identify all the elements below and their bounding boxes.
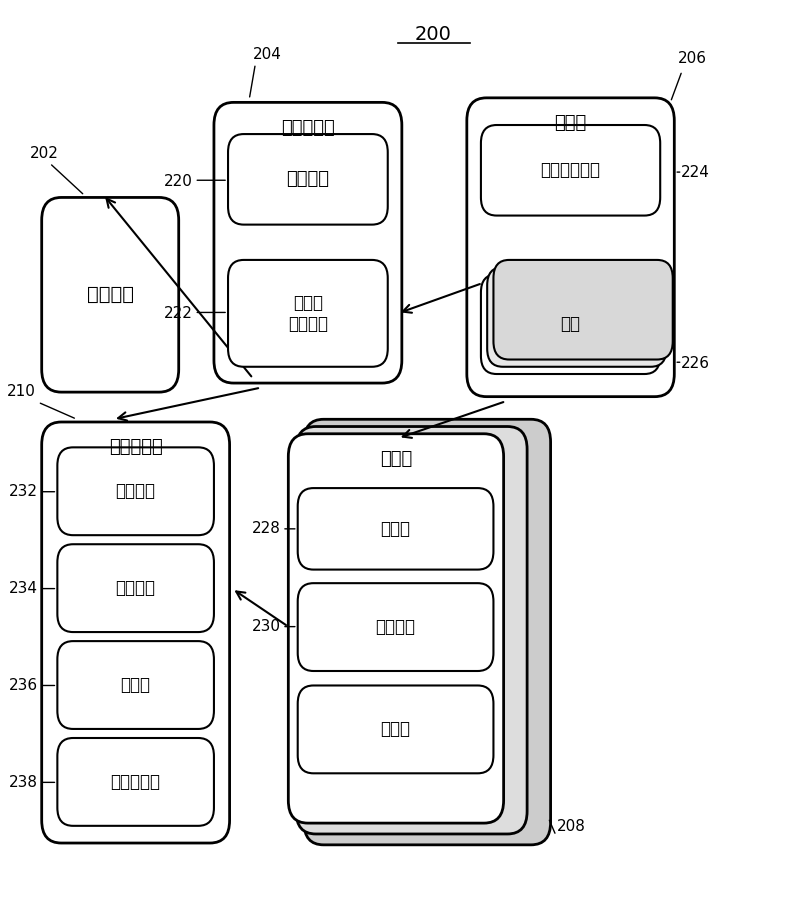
FancyBboxPatch shape <box>487 267 666 367</box>
Text: 出口点
选择模块: 出口点 选择模块 <box>288 294 328 333</box>
FancyBboxPatch shape <box>42 422 230 843</box>
FancyBboxPatch shape <box>228 260 388 367</box>
Text: 路由模块: 路由模块 <box>116 482 156 500</box>
Text: 边缘路由器: 边缘路由器 <box>109 438 162 456</box>
Text: 路由器: 路由器 <box>411 435 443 454</box>
Text: 222: 222 <box>164 306 193 321</box>
FancyBboxPatch shape <box>481 125 660 216</box>
Text: 238: 238 <box>9 775 38 790</box>
Text: 控制器设备: 控制器设备 <box>281 118 334 137</box>
Text: 232: 232 <box>9 485 38 499</box>
FancyBboxPatch shape <box>298 583 494 671</box>
Text: 206: 206 <box>678 51 707 67</box>
Text: 路由器: 路由器 <box>381 520 410 537</box>
Text: 208: 208 <box>557 819 586 834</box>
FancyBboxPatch shape <box>58 544 214 632</box>
Text: 路由器: 路由器 <box>395 443 428 461</box>
Text: 分组生成模块: 分组生成模块 <box>541 161 601 179</box>
Text: 228: 228 <box>252 521 281 537</box>
FancyBboxPatch shape <box>42 198 178 392</box>
FancyBboxPatch shape <box>467 97 674 396</box>
Text: 评估模块: 评估模块 <box>116 579 156 597</box>
Text: 路由表: 路由表 <box>121 676 150 694</box>
FancyBboxPatch shape <box>494 260 673 360</box>
Text: 路由模块: 路由模块 <box>375 618 415 636</box>
Text: 应用: 应用 <box>561 315 581 333</box>
FancyBboxPatch shape <box>228 134 388 225</box>
Text: 源设备: 源设备 <box>554 114 586 132</box>
Text: 230: 230 <box>251 619 281 634</box>
Text: 202: 202 <box>30 147 59 161</box>
FancyBboxPatch shape <box>304 419 550 844</box>
FancyBboxPatch shape <box>214 102 402 383</box>
Text: 接口缓冲器: 接口缓冲器 <box>110 773 161 791</box>
Text: 地址映射: 地址映射 <box>286 170 330 189</box>
FancyBboxPatch shape <box>58 738 214 826</box>
Text: 路由器: 路由器 <box>380 450 412 468</box>
FancyBboxPatch shape <box>298 685 494 773</box>
Text: 对等设备: 对等设备 <box>86 285 134 304</box>
Text: 234: 234 <box>9 581 38 596</box>
FancyBboxPatch shape <box>58 641 214 729</box>
FancyBboxPatch shape <box>296 426 527 834</box>
Text: 200: 200 <box>414 25 451 44</box>
Text: 路由表: 路由表 <box>381 721 410 739</box>
Text: 224: 224 <box>681 165 710 179</box>
FancyBboxPatch shape <box>288 434 504 824</box>
Text: 204: 204 <box>253 46 282 62</box>
FancyBboxPatch shape <box>298 488 494 569</box>
Text: 220: 220 <box>164 174 193 189</box>
Text: 236: 236 <box>9 678 38 693</box>
FancyBboxPatch shape <box>481 274 660 374</box>
FancyBboxPatch shape <box>58 447 214 535</box>
Text: 210: 210 <box>7 384 36 399</box>
Text: 226: 226 <box>681 356 710 372</box>
